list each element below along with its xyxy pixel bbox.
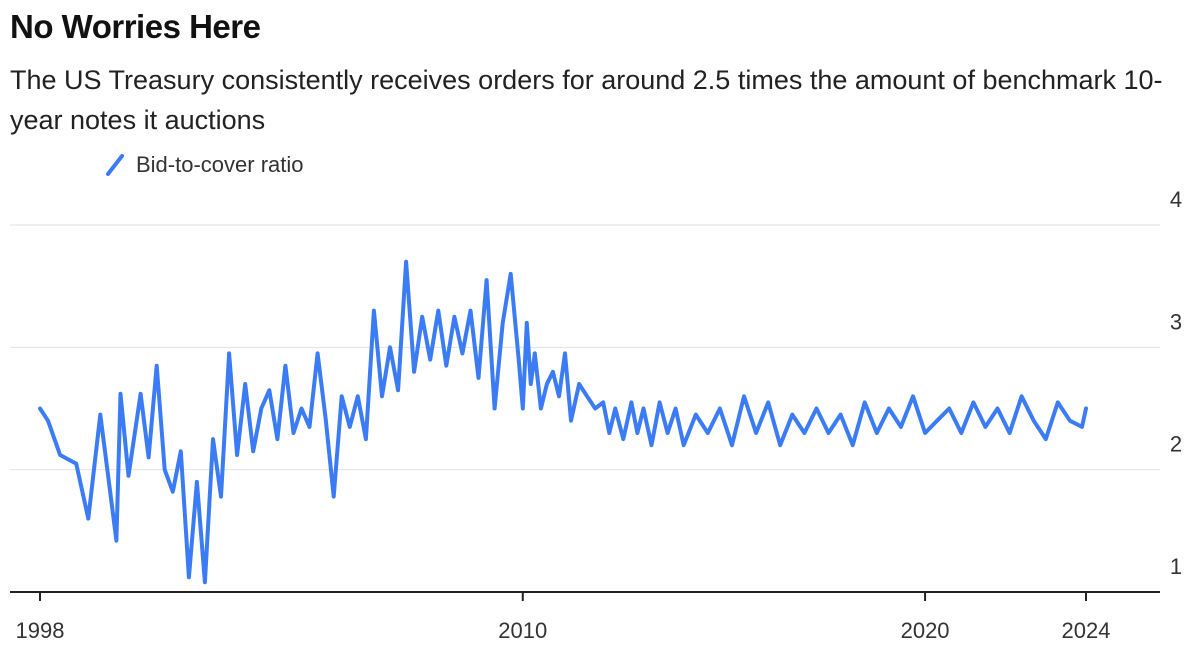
y-tick-label-2: 2 <box>1170 432 1182 457</box>
chart-subtitle: The US Treasury consistently receives or… <box>10 65 1163 135</box>
series-line-0 <box>38 259 1088 585</box>
chart-title: No Worries Here <box>10 8 261 45</box>
x-tick-label-1998: 1998 <box>16 618 65 643</box>
y-tick-label-4: 4 <box>1170 187 1182 212</box>
legend-label: Bid-to-cover ratio <box>136 152 304 177</box>
legend: Bid-to-cover ratio <box>104 152 304 178</box>
x-tick-label-2010: 2010 <box>498 618 547 643</box>
y-axis-ticks: 1 2 3 4 <box>1170 187 1182 579</box>
x-tick-label-2024: 2024 <box>1062 618 1111 643</box>
y-tick-label-1: 1 <box>1170 554 1182 579</box>
x-tick-label-2020: 2020 <box>901 618 950 643</box>
series-layer <box>38 259 1088 585</box>
x-axis: 1998 2010 2020 2024 <box>10 591 1160 643</box>
y-tick-label-3: 3 <box>1170 309 1182 334</box>
gridlines <box>10 224 1160 471</box>
legend-swatch <box>106 154 124 176</box>
